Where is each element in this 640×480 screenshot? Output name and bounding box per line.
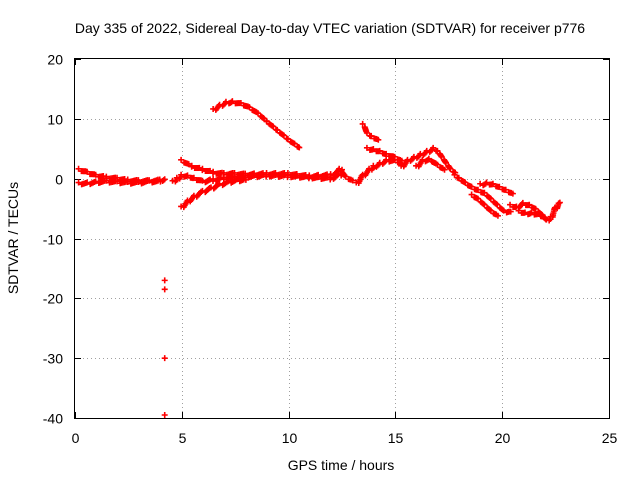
data-point: [296, 144, 303, 151]
y-tick-label: 20: [47, 52, 63, 68]
data-point: [161, 176, 168, 183]
y-tick-label: -10: [43, 232, 63, 248]
data-point: [210, 168, 217, 175]
data-point: [527, 210, 534, 217]
data-point: [424, 156, 431, 163]
data-point: [509, 190, 516, 197]
data-point: [349, 177, 356, 184]
data-point: [315, 171, 322, 178]
data-point: [161, 412, 168, 419]
data-point: [233, 176, 240, 183]
data-point: [500, 207, 507, 214]
data-point: [521, 209, 528, 216]
data-point: [124, 178, 131, 185]
y-tick-label: -20: [43, 291, 63, 307]
data-point: [359, 120, 366, 127]
data-point: [161, 286, 168, 293]
data-point: [103, 177, 110, 184]
data-point: [370, 146, 377, 153]
data-point: [483, 179, 490, 186]
data-point: [84, 179, 91, 186]
plot-frame: [74, 58, 610, 419]
data-point: [220, 169, 227, 176]
data-point: [482, 180, 489, 187]
data-point: [231, 169, 238, 176]
chart-title: Day 335 of 2022, Sidereal Day-to-day VTE…: [75, 20, 585, 36]
data-point: [368, 132, 375, 139]
data-point: [507, 201, 514, 208]
data-point: [518, 201, 525, 208]
data-point: [556, 199, 563, 206]
x-tick-label: 20: [495, 430, 511, 446]
data-point: [475, 186, 482, 193]
data-point: [507, 208, 514, 215]
data-point: [272, 169, 279, 176]
data-point: [228, 99, 235, 106]
data-point: [284, 169, 291, 176]
data-point: [363, 144, 370, 151]
data-point: [178, 171, 185, 178]
data-point: [146, 177, 153, 184]
data-point: [293, 170, 300, 177]
data-point: [251, 170, 258, 177]
data-point: [376, 147, 383, 154]
data-point: [229, 98, 236, 105]
y-axis: -40 -30 -20 -10 0 10 20: [43, 52, 609, 427]
data-point: [515, 207, 522, 214]
data-point: [468, 183, 475, 190]
data-point: [496, 183, 503, 190]
data-point: [441, 166, 448, 173]
x-tick-label: 15: [388, 430, 404, 446]
x-tick-label: 0: [72, 430, 80, 446]
data-point: [92, 178, 99, 185]
data-point: [157, 178, 164, 185]
data-point: [161, 277, 168, 284]
data-point: [263, 169, 270, 176]
data-point: [519, 199, 526, 206]
data-point: [534, 210, 541, 217]
data-point: [160, 177, 167, 184]
x-tick-label: 10: [282, 430, 298, 446]
data-markers: [75, 98, 563, 419]
data-point: [242, 170, 249, 177]
data-point: [336, 165, 343, 172]
data-point: [135, 178, 142, 185]
data-point: [528, 209, 535, 216]
y-tick-label: -30: [43, 351, 63, 367]
y-tick-label: 10: [47, 112, 63, 128]
x-axis-label: GPS time / hours: [288, 457, 395, 473]
data-point: [391, 153, 398, 160]
x-tick-label: 5: [179, 430, 187, 446]
data-point: [242, 176, 249, 183]
data-point: [502, 186, 509, 193]
data-point: [306, 172, 313, 179]
x-axis: 0 5 10 15 20 25: [72, 59, 618, 446]
data-point: [222, 98, 229, 105]
data-point: [75, 179, 82, 186]
data-point: [489, 180, 496, 187]
data-point: [494, 212, 501, 219]
data-point: [541, 214, 548, 221]
x-tick-label: 25: [602, 430, 618, 446]
y-tick-label: 0: [55, 172, 63, 188]
data-point: [184, 172, 191, 179]
data-point: [342, 173, 349, 180]
y-tick-label: -40: [43, 411, 63, 427]
grid: [75, 59, 609, 418]
data-point: [383, 156, 390, 163]
data-point: [375, 136, 382, 143]
data-point: [114, 178, 121, 185]
data-point: [161, 355, 168, 362]
y-axis-label: SDTVAR / TECUs: [5, 182, 21, 294]
